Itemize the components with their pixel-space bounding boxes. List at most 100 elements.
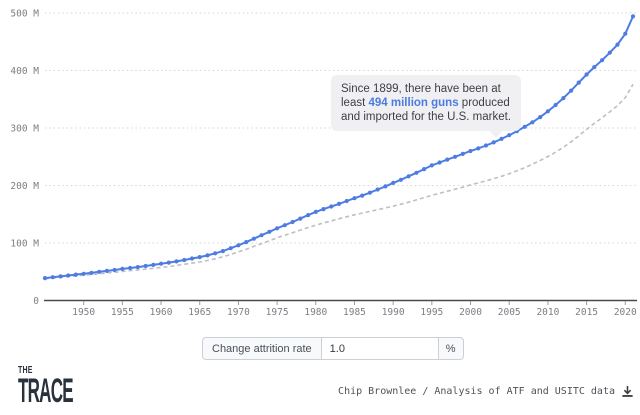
data-point xyxy=(189,256,195,261)
data-point xyxy=(213,251,218,256)
data-point xyxy=(298,216,303,221)
data-point xyxy=(352,196,357,201)
data-point xyxy=(453,154,458,159)
data-point xyxy=(151,262,156,267)
data-point xyxy=(251,236,256,241)
data-point xyxy=(507,133,512,138)
x-tick-label: 2010 xyxy=(536,307,559,318)
data-point xyxy=(244,240,249,245)
x-tick-label: 1980 xyxy=(304,307,327,318)
data-point xyxy=(383,184,388,189)
x-tick-label: 1970 xyxy=(227,307,250,318)
attrition-line xyxy=(44,83,634,280)
x-tick-label: 1955 xyxy=(111,307,134,318)
x-tick-label: 2000 xyxy=(459,307,482,318)
x-tick-label: 1950 xyxy=(72,307,95,318)
logo-word-trace: TRACE xyxy=(18,372,74,410)
cumulative-line xyxy=(44,15,634,280)
data-point xyxy=(236,243,241,248)
data-point xyxy=(73,272,78,277)
data-point xyxy=(329,204,334,209)
download-icon[interactable] xyxy=(621,385,634,398)
y-tick-label: 300 M xyxy=(10,124,39,135)
data-point xyxy=(166,260,171,265)
y-tick-label: 100 M xyxy=(10,239,39,250)
data-point xyxy=(468,148,473,154)
data-point xyxy=(321,207,326,212)
attrition-rate-input[interactable] xyxy=(320,337,439,360)
annotation-line-2: least 494 million guns produced xyxy=(341,97,510,109)
data-point xyxy=(360,193,365,198)
data-point xyxy=(391,180,396,185)
y-tick-label: 200 M xyxy=(10,181,39,192)
data-point xyxy=(66,273,71,278)
data-point xyxy=(406,174,411,179)
data-point xyxy=(58,274,63,279)
data-point xyxy=(460,151,465,156)
data-point xyxy=(615,42,620,47)
data-point xyxy=(483,143,489,148)
data-point xyxy=(275,226,280,231)
x-tick-label: 1985 xyxy=(343,307,366,318)
data-point xyxy=(592,65,597,70)
logo-word-the: THE xyxy=(18,365,33,376)
x-tick-label: 1975 xyxy=(266,307,289,318)
data-point xyxy=(607,50,612,55)
data-point xyxy=(476,146,481,151)
data-point xyxy=(120,266,125,271)
data-point xyxy=(584,72,589,77)
data-point xyxy=(128,265,133,271)
annotation-highlight: 494 million guns xyxy=(368,97,459,109)
credit-line: Chip Brownlee / Analysis of ATF and USIT… xyxy=(338,385,634,398)
data-point xyxy=(42,276,48,281)
data-point xyxy=(600,58,605,63)
x-tick-label: 2005 xyxy=(498,307,521,318)
data-point xyxy=(159,261,164,266)
data-point xyxy=(553,102,558,108)
data-point xyxy=(569,88,574,93)
data-point xyxy=(81,271,86,276)
guns-cumulative-chart: 0 100 M 200 M 300 M 400 M 500 M 1950 1955 1960 19… xyxy=(10,9,638,318)
data-point xyxy=(306,213,311,218)
data-point xyxy=(414,170,419,175)
x-tick-label: 1965 xyxy=(188,307,211,318)
data-point xyxy=(623,31,628,36)
data-point xyxy=(174,259,179,264)
data-point xyxy=(112,267,117,273)
y-tick-label: 0 xyxy=(33,296,39,307)
data-point xyxy=(538,115,543,120)
data-point xyxy=(344,198,349,204)
data-point xyxy=(89,270,94,275)
data-point xyxy=(576,80,581,85)
credit-text: Chip Brownlee / Analysis of ATF and USIT… xyxy=(338,386,615,397)
data-point xyxy=(375,187,380,192)
data-point xyxy=(398,177,403,182)
annotation-pointer xyxy=(489,130,503,138)
data-point xyxy=(336,201,342,206)
data-point xyxy=(97,269,102,274)
data-point xyxy=(630,14,636,19)
data-point xyxy=(422,167,427,172)
x-tick-label: 1995 xyxy=(420,307,443,318)
data-point xyxy=(522,124,527,129)
data-point xyxy=(259,233,264,238)
data-point xyxy=(197,255,202,260)
the-trace-logo[interactable]: THE TRACE xyxy=(18,365,128,410)
annotation-line-1: Since 1899, there have been at xyxy=(341,83,501,95)
data-point xyxy=(135,265,140,270)
chart-canvas: 0 100 M 200 M 300 M 400 M 500 M 1950 1955 1960 19… xyxy=(10,9,638,318)
data-point xyxy=(367,190,372,195)
data-point xyxy=(282,223,287,228)
data-point xyxy=(220,249,225,254)
data-point xyxy=(290,219,295,225)
attrition-rate-label: Change attrition rate xyxy=(202,337,321,360)
data-point xyxy=(530,120,535,125)
data-point xyxy=(445,157,450,162)
data-point xyxy=(429,163,434,168)
data-point xyxy=(228,246,233,251)
data-point xyxy=(50,275,55,280)
attrition-rate-control: Change attrition rate % xyxy=(202,337,464,360)
chart-annotation: Since 1899, there have been at least 494… xyxy=(331,75,522,138)
x-tick-label: 1990 xyxy=(382,307,405,318)
data-point xyxy=(205,253,210,258)
